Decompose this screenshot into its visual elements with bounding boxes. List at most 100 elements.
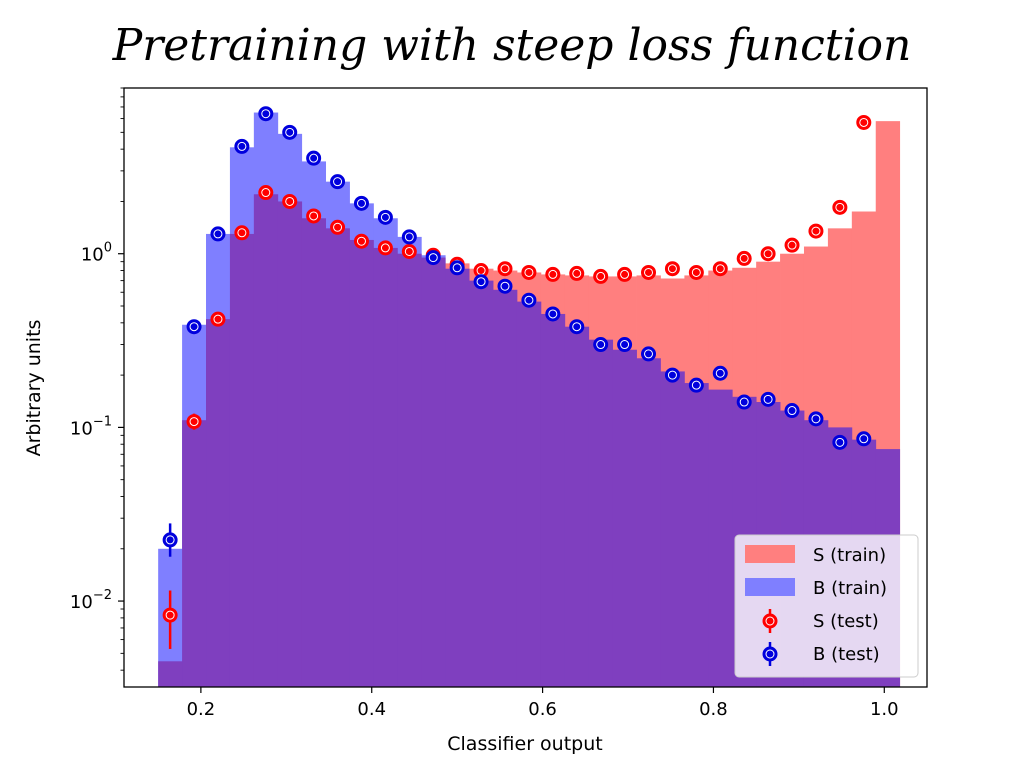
- legend-label-signal-test: S (test): [813, 611, 879, 632]
- legend-marker-background-test: [762, 642, 778, 666]
- background-test-point: [449, 260, 465, 276]
- signal-test-point: [210, 311, 226, 327]
- signal-test-point: [186, 413, 202, 430]
- legend: S (train) B (train) S (test) B (test): [734, 534, 919, 678]
- overlap-bar: [660, 371, 685, 687]
- legend-label-background-train: B (train): [813, 578, 887, 599]
- background-test-point: [330, 174, 346, 190]
- signal-test-point: [401, 243, 417, 259]
- signal-test-point: [162, 590, 178, 649]
- overlap-bar: [325, 228, 350, 687]
- legend-swatch-signal-train: [745, 545, 795, 563]
- overlap-bar: [516, 301, 542, 687]
- background-test-point: [377, 209, 393, 225]
- background-test-point: [545, 306, 561, 322]
- overlap-bar: [182, 420, 207, 687]
- signal-test-point: [569, 265, 585, 281]
- background-test-point: [760, 391, 776, 407]
- y-tick-label: 100: [81, 241, 112, 266]
- background-test-point: [306, 150, 322, 166]
- x-tick-label: 0.4: [357, 699, 386, 720]
- background-test-point: [282, 124, 298, 140]
- x-tick-label: 0.2: [187, 699, 216, 720]
- background-test-point: [736, 394, 752, 410]
- signal-test-point: [521, 264, 537, 280]
- signal-test-point: [377, 240, 393, 256]
- background-test-point: [473, 274, 489, 290]
- overlap-bar: [301, 218, 327, 687]
- background-test-point: [497, 278, 513, 294]
- background-test-point: [425, 250, 441, 266]
- signal-test-point: [688, 264, 704, 280]
- signal-test-point: [760, 246, 776, 262]
- background-test-point: [186, 319, 202, 335]
- overlap-bar: [469, 280, 494, 687]
- background-test-point: [569, 319, 585, 335]
- overlap-bar: [397, 253, 422, 687]
- background-test-point: [617, 337, 633, 353]
- background-test-point: [664, 367, 680, 383]
- overlap-bar: [684, 383, 709, 687]
- legend-box: [734, 534, 919, 678]
- overlap-bar: [253, 194, 279, 687]
- signal-test-point: [330, 219, 346, 235]
- background-test-point: [258, 106, 274, 122]
- background-test-point: [712, 365, 728, 381]
- overlap-bar: [373, 247, 398, 687]
- legend-label-signal-train: S (train): [813, 545, 886, 566]
- signal-test-point: [258, 185, 274, 201]
- signal-test-point: [234, 225, 250, 241]
- signal-test-point: [712, 261, 728, 277]
- overlap-bar: [229, 233, 255, 687]
- overlap-bar: [540, 313, 566, 687]
- background-test-point: [401, 229, 417, 245]
- overlap-bar: [493, 289, 518, 687]
- y-axis: 10−2 10−1 100: [70, 87, 124, 671]
- background-test-point: [808, 411, 824, 427]
- legend-label-background-test: B (test): [813, 644, 880, 665]
- test-points: [162, 106, 872, 649]
- y-tick-label: 10−2: [70, 588, 112, 613]
- overlap-bar: [206, 319, 231, 687]
- signal-test-point: [306, 208, 322, 224]
- overlap-bar: [349, 239, 374, 687]
- signal-test-point: [593, 268, 609, 284]
- signal-test-point: [641, 264, 657, 280]
- overlap-bar: [421, 257, 446, 687]
- background-test-point: [162, 523, 178, 557]
- background-test-point: [832, 434, 848, 450]
- background-test-point: [234, 138, 250, 154]
- background-test-point: [353, 195, 369, 211]
- overlap-bar: [588, 339, 614, 687]
- overlap-bar: [708, 389, 733, 687]
- signal-test-point: [808, 223, 824, 239]
- x-axis-label: Classifier output: [447, 733, 602, 755]
- legend-swatch-background-train: [745, 578, 795, 596]
- x-axis: 0.2 0.4 0.6 0.8 1.0: [187, 687, 899, 720]
- signal-test-point: [617, 266, 633, 282]
- x-tick-label: 1.0: [870, 699, 899, 720]
- y-axis-label: Arbitrary units: [23, 320, 45, 457]
- signal-test-point: [664, 261, 680, 277]
- signal-test-point: [497, 261, 513, 277]
- overlap-bar: [636, 358, 661, 687]
- signal-test-point: [545, 266, 561, 282]
- signal-test-point: [832, 199, 848, 215]
- signal-test-point: [353, 233, 369, 249]
- overlap-bar: [277, 201, 303, 687]
- chart-title: Pretraining with steep loss function: [112, 20, 912, 71]
- x-tick-label: 0.6: [528, 699, 557, 720]
- background-test-point: [521, 292, 537, 308]
- background-test-point: [641, 346, 657, 362]
- signal-test-point: [784, 237, 800, 253]
- background-test-point: [688, 377, 704, 393]
- y-tick-label: 10−1: [70, 414, 112, 439]
- background-test-point: [593, 337, 609, 353]
- background-test-point: [210, 226, 226, 242]
- overlap-bar: [158, 661, 183, 687]
- legend-marker-signal-test: [762, 609, 778, 633]
- plot-frame: [123, 87, 928, 688]
- overlap-bar: [445, 268, 470, 687]
- signal-test-point: [856, 114, 872, 130]
